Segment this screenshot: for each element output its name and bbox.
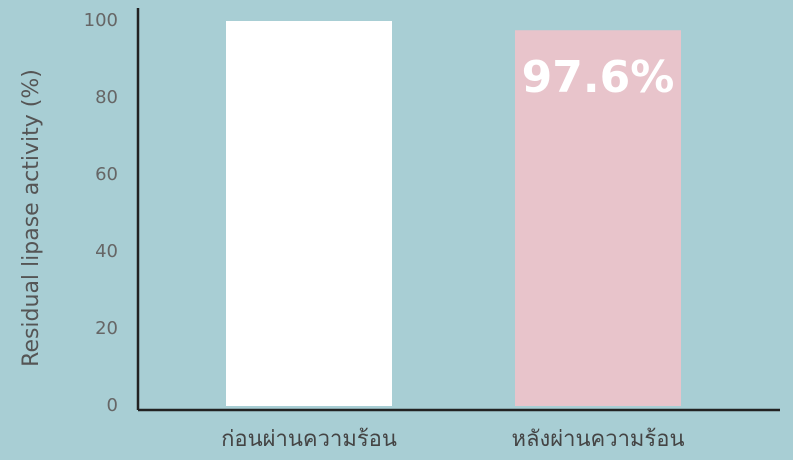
y-tick-label: 60 [95, 164, 118, 185]
y-axis-label: Residual lipase activity (%) [19, 69, 44, 367]
bar [226, 21, 392, 406]
y-tick-label: 80 [95, 87, 118, 108]
data-label: 97.6% [522, 52, 675, 103]
x-tick-label: หลังผ่านความร้อน [511, 427, 684, 452]
y-tick-label: 40 [95, 241, 118, 262]
x-tick-label: ก่อนผ่านความร้อน [221, 427, 397, 452]
y-tick-label: 100 [84, 10, 118, 31]
y-tick-label: 0 [107, 395, 118, 416]
bar [515, 30, 681, 407]
y-tick-label: 20 [95, 318, 118, 339]
